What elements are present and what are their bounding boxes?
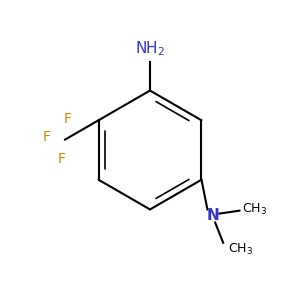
Text: N: N (206, 208, 219, 224)
Text: CH$_3$: CH$_3$ (242, 202, 268, 217)
Text: F: F (64, 112, 72, 126)
Text: F: F (58, 152, 66, 166)
Text: CH$_3$: CH$_3$ (228, 242, 253, 257)
Text: NH$_2$: NH$_2$ (135, 39, 165, 58)
Text: F: F (43, 130, 51, 144)
